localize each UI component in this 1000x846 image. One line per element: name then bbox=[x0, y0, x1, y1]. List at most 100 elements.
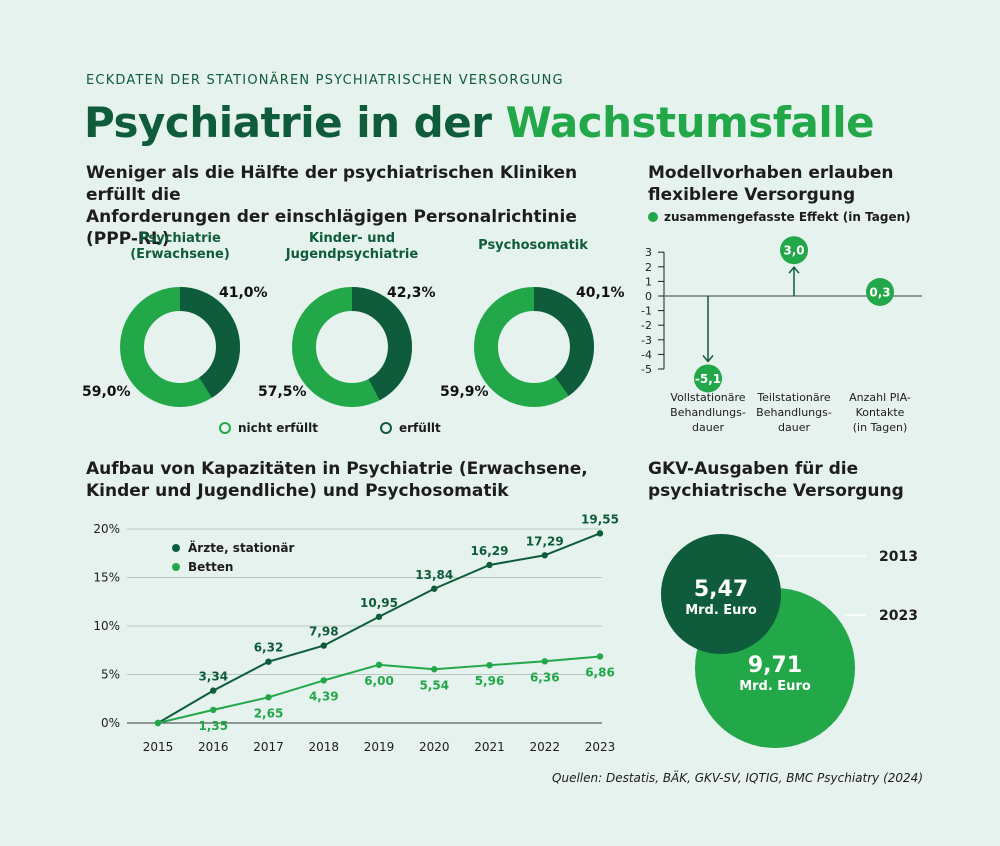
donut-1-met-label: 41,0% bbox=[219, 285, 268, 301]
x-tick-label: 2022 bbox=[529, 740, 560, 754]
effects-y-tick-label: -3 bbox=[641, 334, 652, 347]
data-label: 6,32 bbox=[254, 641, 284, 655]
effects-category-label: Teilstationäre bbox=[756, 391, 831, 404]
ring-dark-icon bbox=[380, 422, 392, 434]
gkv-title-line-1: GKV-Ausgaben für die bbox=[648, 459, 859, 479]
effects-title-line-1: Modellvorhaben erlauben bbox=[648, 163, 894, 183]
x-tick-label: 2015 bbox=[143, 740, 174, 754]
data-label: 16,29 bbox=[471, 544, 509, 558]
y-tick-label: 0% bbox=[101, 716, 120, 730]
donut-section-title: Weniger als die Hälfte der psychiatrisch… bbox=[86, 162, 626, 250]
bubble-year-label: 2013 bbox=[879, 549, 918, 565]
data-label: 1,35 bbox=[198, 719, 228, 733]
capacity-title-line-1: Aufbau von Kapazitäten in Psychiatrie (E… bbox=[86, 459, 588, 479]
effects-category-label: Anzahl PIA- bbox=[849, 391, 911, 404]
effects-chart: 3 21 0 -1-2 -3-4 -5 -5,1 Vollstationäre Behandlu… bbox=[641, 236, 922, 434]
donut-1-title: Psychiatrie (Erwachsene) bbox=[130, 231, 230, 262]
gkv-section-title: GKV-Ausgaben für die psychiatrische Vers… bbox=[648, 458, 948, 502]
data-point bbox=[431, 585, 438, 592]
y-tick-label: 10% bbox=[93, 619, 120, 633]
source-note: Quellen: Destatis, BÄK, GKV-SV, IQTIG, B… bbox=[552, 771, 923, 785]
effects-arrow-head bbox=[702, 354, 714, 363]
data-point bbox=[265, 658, 272, 665]
data-point bbox=[596, 530, 604, 537]
legend-met-label: erfüllt bbox=[399, 421, 441, 435]
capacity-chart: 0% 5% 10% 15% 20% 2015 2016 2017 2018 2019 2020 202… bbox=[93, 512, 619, 754]
donut-1-not-met-label: 59,0% bbox=[82, 384, 131, 400]
data-label: 3,34 bbox=[198, 670, 228, 684]
y-tick-label: 15% bbox=[93, 571, 120, 585]
data-label: 5,96 bbox=[475, 674, 505, 688]
effects-y-tick-label: -1 bbox=[641, 305, 652, 318]
effects-category-label: Behandlungs- bbox=[670, 406, 746, 419]
donut-psychiatrie bbox=[120, 287, 240, 407]
donut-2-met-label: 42,3% bbox=[387, 285, 436, 301]
data-label: 6,00 bbox=[364, 674, 394, 688]
effects-category-label: Vollstationäre bbox=[670, 391, 745, 404]
x-tick-label: 2018 bbox=[308, 740, 339, 754]
capacity-title-line-2: Kinder und Jugendliche) und Psychosomati… bbox=[86, 481, 509, 501]
effects-value-bubble bbox=[694, 364, 722, 393]
ring-light-icon bbox=[219, 422, 231, 434]
data-label: 2,65 bbox=[254, 706, 284, 720]
legend-dot-icon bbox=[172, 544, 180, 552]
effects-value-bubble bbox=[780, 236, 808, 265]
donut-3-title: Psychosomatik bbox=[478, 238, 588, 253]
y-tick-label: 5% bbox=[101, 668, 120, 682]
legend-not-met: nicht erfüllt bbox=[219, 421, 318, 435]
data-point bbox=[320, 677, 327, 684]
bubble-unit-label: Mrd. Euro bbox=[739, 679, 811, 694]
x-tick-label: 2016 bbox=[198, 740, 229, 754]
data-label: 7,98 bbox=[309, 625, 339, 639]
donut-title-line-2: Anforderungen der einschlägigen Personal… bbox=[86, 207, 577, 249]
data-label: 17,29 bbox=[526, 534, 564, 548]
bubble-unit-label: Mrd. Euro bbox=[685, 603, 757, 618]
effects-y-tick-label: 0 bbox=[645, 290, 652, 303]
capacity-section-title: Aufbau von Kapazitäten in Psychiatrie (E… bbox=[86, 458, 626, 502]
effects-y-tick-label: -2 bbox=[641, 319, 652, 332]
data-point bbox=[265, 694, 272, 701]
effects-y-tick-label: -4 bbox=[641, 348, 652, 361]
x-tick-label: 2019 bbox=[364, 740, 395, 754]
donut-slice-met bbox=[474, 287, 594, 407]
effects-y-tick-label: 2 bbox=[645, 261, 652, 274]
legend-not-met-label: nicht erfüllt bbox=[238, 421, 319, 435]
bubble-year-label: 2023 bbox=[879, 608, 918, 624]
legend-dot-icon bbox=[172, 563, 180, 571]
data-point bbox=[541, 658, 548, 665]
data-label: 6,36 bbox=[530, 670, 560, 684]
title-part-1: Psychiatrie in der bbox=[84, 98, 506, 147]
data-label: 4,39 bbox=[309, 689, 339, 703]
effects-value-label: 0,3 bbox=[869, 286, 890, 300]
legend-met: erfüllt bbox=[380, 421, 441, 435]
data-point bbox=[486, 661, 493, 669]
x-tick-label: 2023 bbox=[585, 740, 616, 754]
donut-kinder-jugend bbox=[292, 287, 412, 407]
effects-value-bubble bbox=[866, 278, 894, 306]
data-point bbox=[541, 552, 548, 559]
effects-category-label: (in Tagen) bbox=[853, 421, 907, 434]
effects-legend-label: zusammengefasste Effekt (in Tagen) bbox=[664, 210, 911, 224]
data-point bbox=[210, 687, 217, 694]
data-label: 6,86 bbox=[585, 665, 615, 679]
data-point bbox=[154, 719, 162, 727]
effects-arrow-head bbox=[788, 266, 800, 274]
data-point bbox=[596, 653, 604, 660]
donut-3-met-label: 40,1% bbox=[576, 285, 625, 301]
legend-label: Betten bbox=[188, 560, 233, 574]
data-label: 13,84 bbox=[415, 568, 453, 582]
donut-3-not-met-label: 59,9% bbox=[440, 384, 489, 400]
legend-label: Ärzte, stationär bbox=[188, 540, 295, 555]
donut-slice-met bbox=[292, 287, 412, 407]
effects-value-label: -5,1 bbox=[695, 372, 721, 386]
donut-2-not-met-label: 57,5% bbox=[258, 384, 307, 400]
page-title: Psychiatrie in der Wachstumsfalle bbox=[84, 98, 875, 147]
effects-y-tick-label: 1 bbox=[645, 275, 652, 288]
data-label: 5,54 bbox=[419, 678, 449, 692]
donut-psychosomatik bbox=[474, 287, 594, 407]
x-tick-label: 2017 bbox=[253, 740, 284, 754]
effects-title-line-2: flexiblere Versorgung bbox=[648, 185, 856, 205]
effects-category-label: dauer bbox=[692, 421, 724, 434]
